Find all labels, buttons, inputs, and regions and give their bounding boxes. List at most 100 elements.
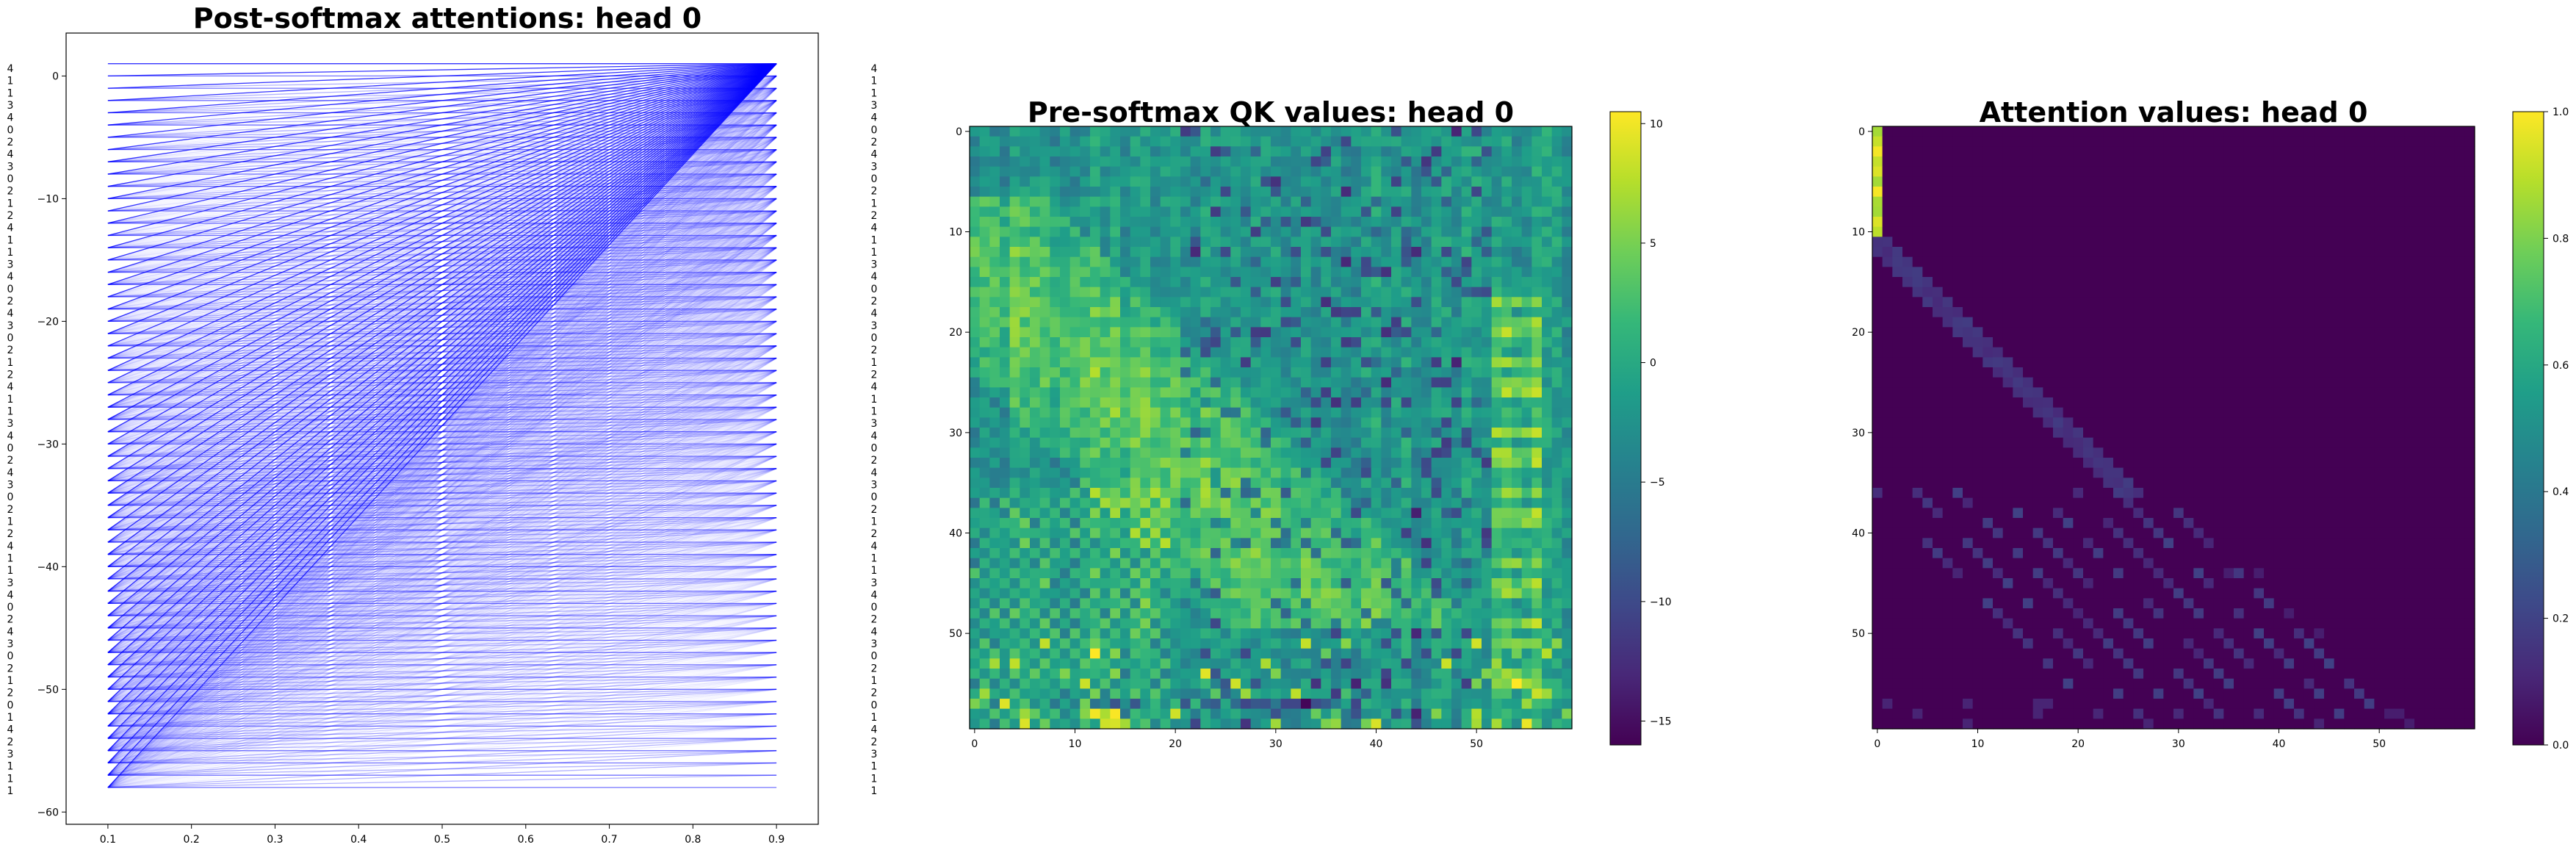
heatmap-cell [1461, 437, 1472, 448]
heatmap-cell [1039, 146, 1050, 157]
attention-line [107, 443, 777, 494]
heatmap-cell [1501, 377, 1512, 388]
heatmap-cell [1482, 458, 1493, 469]
attention-line [107, 468, 777, 494]
heatmap-cell [1211, 548, 1222, 559]
heatmap-cell [1080, 458, 1091, 469]
heatmap-cell [1000, 598, 1011, 609]
attention-line [107, 505, 777, 616]
heatmap-cell [1200, 598, 1211, 609]
heatmap-cell [1512, 217, 1523, 228]
heatmap-cell [1130, 307, 1141, 318]
attention-line [107, 320, 777, 580]
heatmap-cell [1150, 458, 1161, 469]
heatmap-cell [1431, 217, 1442, 228]
attention-line [107, 505, 777, 702]
heatmap-cell [979, 196, 990, 207]
right-token-label: 0 [871, 442, 878, 454]
heatmap-cell [1009, 256, 1020, 267]
heatmap-cell [1009, 578, 1020, 589]
heatmap-cell [1030, 478, 1041, 489]
heatmap-cell [1401, 397, 1412, 408]
attention-line [107, 627, 777, 641]
heatmap-cell [1130, 277, 1141, 288]
heatmap-cell [1020, 247, 1031, 258]
heatmap-cell [1391, 548, 1402, 559]
heatmap-cell [1220, 437, 1231, 448]
heatmap-cell [979, 176, 990, 187]
heatmap-cell [1471, 527, 1482, 539]
heatmap-cell [1200, 237, 1211, 248]
heatmap-cell [1351, 397, 1362, 408]
heatmap-cell [1421, 357, 1432, 368]
heatmap-cell [1050, 568, 1061, 579]
heatmap-cell [1241, 387, 1252, 398]
attention-line [107, 406, 777, 715]
heatmap-cell [1110, 598, 1121, 609]
heatmap-cell [1020, 568, 1031, 579]
attention-line [107, 516, 777, 641]
heatmap-cell [1130, 588, 1141, 599]
heatmap-cell [1190, 497, 1201, 508]
heatmap-cell [1110, 166, 1121, 177]
attention-line [107, 419, 777, 567]
heatmap-cell [1331, 397, 1342, 408]
heatmap-cell [1441, 538, 1452, 549]
attention-line [107, 406, 777, 592]
heatmap-cell [1431, 387, 1442, 398]
heatmap-cell [1280, 458, 1291, 469]
heatmap-cell [1491, 327, 1502, 338]
attention-line [107, 529, 777, 727]
heatmap-cell [1531, 136, 1543, 147]
heatmap-cell [1130, 337, 1141, 348]
heatmap-cell [1271, 247, 1282, 258]
heatmap-cell [1280, 267, 1291, 278]
heatmap-cell [1140, 397, 1151, 408]
heatmap-cell [1030, 217, 1041, 228]
attention-line [107, 296, 777, 715]
heatmap-cell [1401, 237, 1412, 248]
heatmap-cell [1280, 548, 1291, 559]
y-tick-label: 0 [52, 71, 59, 82]
heatmap-cell [1551, 307, 1562, 318]
attention-line [107, 394, 777, 580]
heatmap-cell [1441, 126, 1452, 137]
heatmap-cell [1220, 508, 1231, 519]
left-token-label: 1 [7, 76, 14, 87]
heatmap-cell [1140, 417, 1151, 428]
heatmap-cell [1271, 618, 1282, 629]
attention-line [107, 443, 777, 629]
heatmap-cell [979, 588, 990, 599]
heatmap-cell [1230, 437, 1241, 448]
heatmap-cell [1090, 428, 1101, 439]
heatmap-cell [1321, 578, 1332, 589]
heatmap-cell [1250, 558, 1261, 569]
heatmap-cell [1321, 558, 1332, 569]
heatmap-cell [1190, 488, 1201, 499]
heatmap-cell [1130, 206, 1141, 217]
heatmap-cell [1030, 447, 1041, 458]
heatmap-cell [1020, 387, 1031, 398]
heatmap-cell [1381, 387, 1392, 398]
heatmap-cell [1431, 407, 1442, 418]
heatmap-cell [1050, 447, 1061, 458]
heatmap-cell [1451, 297, 1462, 308]
heatmap-cell [1531, 217, 1543, 228]
heatmap-cell [1371, 357, 1382, 368]
heatmap-cell [1542, 287, 1553, 298]
heatmap-cell [1140, 377, 1151, 388]
heatmap-cell [1361, 508, 1372, 519]
heatmap-cell [1391, 478, 1402, 489]
heatmap-cell [1562, 126, 1573, 137]
heatmap-cell [1471, 126, 1482, 137]
attention-line [107, 406, 777, 506]
attention-line [107, 443, 777, 530]
heatmap-cell [1110, 317, 1121, 328]
heatmap-cell [1391, 277, 1402, 288]
heatmap-cell [1461, 367, 1472, 378]
heatmap-cell [1371, 397, 1382, 408]
heatmap-cell [1140, 608, 1151, 619]
left-token-label: 1 [7, 234, 14, 246]
heatmap-cell [979, 146, 990, 157]
heatmap-cell [1130, 467, 1141, 478]
